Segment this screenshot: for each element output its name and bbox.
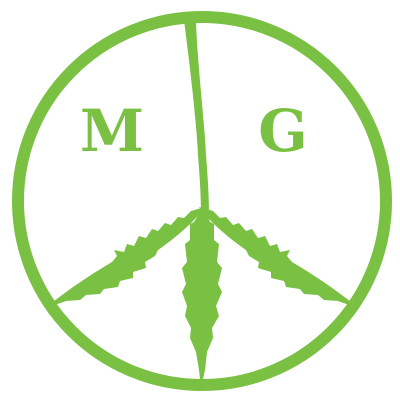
stem [184, 20, 209, 215]
monogram-letter-m: M [80, 97, 144, 165]
leaflet-right [199, 207, 356, 306]
leaflet-center [182, 206, 222, 388]
leaflet-left [48, 207, 205, 306]
outer-ring [12, 11, 392, 391]
monogram-letter-g: G [258, 97, 308, 165]
